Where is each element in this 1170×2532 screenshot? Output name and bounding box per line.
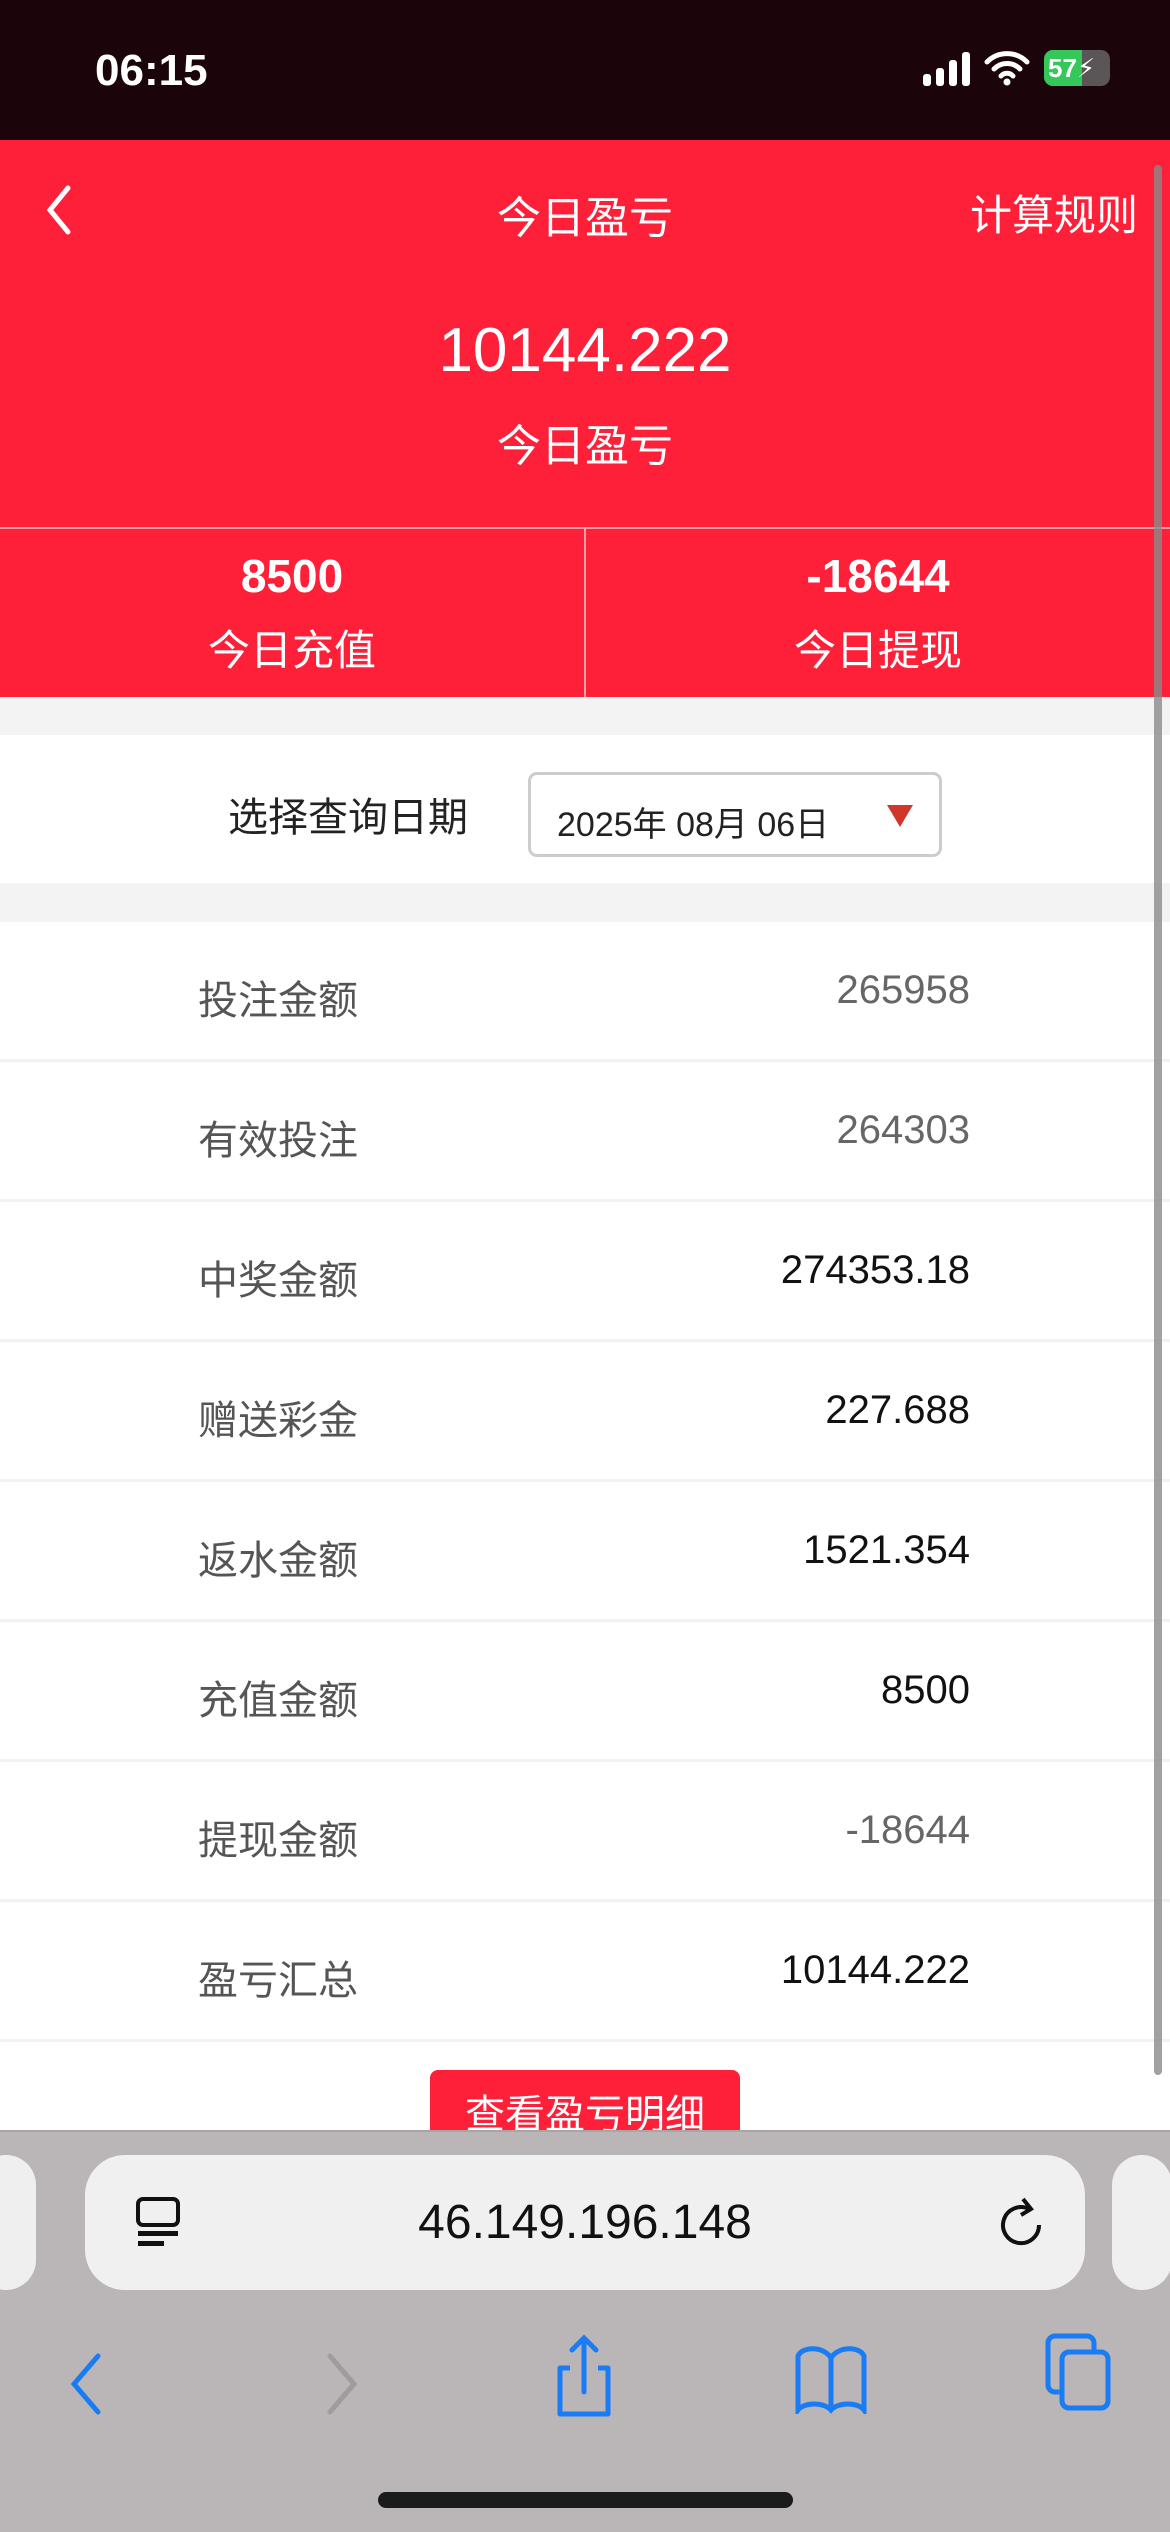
list-item: 赠送彩金 227.688 bbox=[0, 1342, 1170, 1482]
row-label: 投注金额 bbox=[198, 979, 358, 1023]
row-value: 227.688 bbox=[825, 1388, 970, 1432]
summary-list: 投注金额 265958 有效投注 264303 中奖金额 274353.18 赠送彩金… bbox=[0, 922, 1170, 2042]
share-icon[interactable] bbox=[552, 2334, 616, 2418]
list-item: 提现金额 -18644 bbox=[0, 1762, 1170, 1902]
row-value: -18644 bbox=[845, 1808, 970, 1852]
stat-recharge: 8500 今日充值 bbox=[0, 529, 584, 697]
row-label: 有效投注 bbox=[198, 1119, 358, 1163]
header: 今日盈亏 计算规则 10144.222 今日盈亏 8500 今日充值 -1864… bbox=[0, 140, 1170, 697]
status-bar: 06:15 57⚡ bbox=[0, 0, 1170, 140]
address-bar[interactable]: 46.149.196.148 bbox=[85, 2155, 1085, 2290]
date-select[interactable]: 2025年 08月 06日 bbox=[528, 772, 942, 857]
home-indicator bbox=[378, 2492, 793, 2508]
browser-forward-icon[interactable] bbox=[322, 2352, 362, 2416]
list-item: 有效投注 264303 bbox=[0, 1062, 1170, 1202]
row-label: 充值金额 bbox=[198, 1679, 358, 1723]
url-text: 46.149.196.148 bbox=[418, 2196, 752, 2249]
reload-icon[interactable] bbox=[999, 2195, 1045, 2249]
dropdown-triangle-icon bbox=[887, 805, 913, 827]
row-label: 盈亏汇总 bbox=[198, 1959, 358, 2003]
browser-back-icon[interactable] bbox=[68, 2352, 108, 2416]
page-menu-icon[interactable] bbox=[135, 2197, 181, 2247]
stat-withdraw: -18644 今日提现 bbox=[584, 529, 1170, 697]
today-profit-label: 今日盈亏 bbox=[497, 422, 673, 471]
date-filter-label: 选择查询日期 bbox=[228, 796, 468, 840]
next-tab-preview[interactable] bbox=[1112, 2155, 1170, 2290]
row-value: 265958 bbox=[836, 968, 970, 1012]
row-value: 274353.18 bbox=[780, 1248, 970, 1292]
today-profit-value: 10144.222 bbox=[438, 316, 732, 385]
row-label: 赠送彩金 bbox=[198, 1399, 358, 1443]
battery-icon: 57⚡ bbox=[1044, 50, 1110, 86]
cellular-signal-icon bbox=[923, 50, 970, 86]
list-item: 中奖金额 274353.18 bbox=[0, 1202, 1170, 1342]
row-label: 返水金额 bbox=[198, 1539, 358, 1583]
date-filter: 选择查询日期 2025年 08月 06日 bbox=[0, 735, 1170, 883]
view-details-button[interactable]: 查看盈亏明细 bbox=[430, 2070, 740, 2130]
stat-label: 今日提现 bbox=[793, 627, 962, 674]
previous-tab-preview[interactable] bbox=[0, 2155, 36, 2290]
list-item: 返水金额 1521.354 bbox=[0, 1482, 1170, 1622]
row-value: 8500 bbox=[881, 1668, 970, 1712]
scrollbar[interactable] bbox=[1154, 165, 1162, 2075]
stat-label: 今日充值 bbox=[207, 627, 376, 674]
row-value: 264303 bbox=[836, 1108, 970, 1152]
wifi-icon bbox=[984, 51, 1030, 86]
back-button[interactable] bbox=[38, 180, 78, 240]
page-title: 今日盈亏 bbox=[497, 194, 673, 243]
row-label: 中奖金额 bbox=[198, 1259, 358, 1303]
tabs-icon[interactable] bbox=[1044, 2332, 1114, 2412]
stat-value: -18644 bbox=[806, 550, 950, 602]
list-item: 充值金额 8500 bbox=[0, 1622, 1170, 1762]
row-value: 1521.354 bbox=[803, 1528, 970, 1572]
date-value: 2025年 08月 06日 bbox=[557, 806, 830, 844]
calculation-rules-link[interactable]: 计算规则 bbox=[969, 192, 1138, 239]
clock: 06:15 bbox=[95, 46, 208, 95]
stat-value: 8500 bbox=[240, 550, 344, 602]
row-value: 10144.222 bbox=[780, 1948, 970, 1992]
list-item: 投注金额 265958 bbox=[0, 922, 1170, 1062]
browser-toolbar: 46.149.196.148 bbox=[0, 2130, 1170, 2532]
row-label: 提现金额 bbox=[198, 1819, 358, 1863]
list-item: 盈亏汇总 10144.222 bbox=[0, 1902, 1170, 2042]
bookmarks-icon[interactable] bbox=[794, 2344, 868, 2414]
